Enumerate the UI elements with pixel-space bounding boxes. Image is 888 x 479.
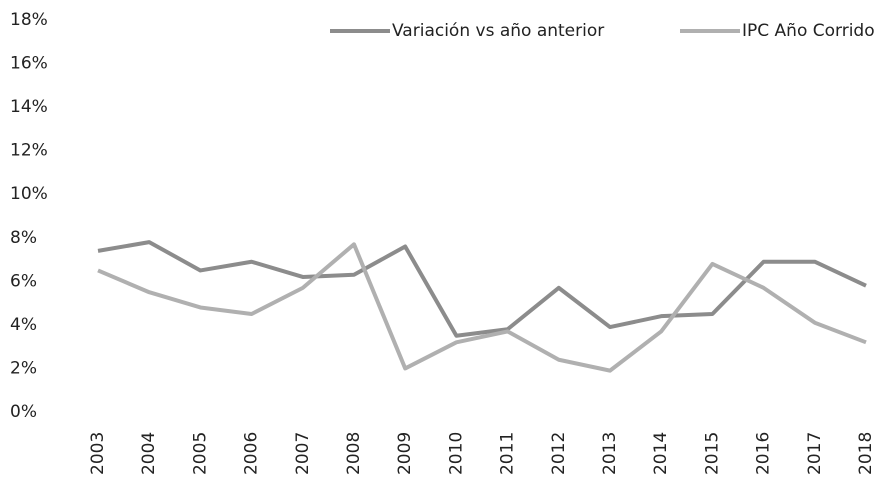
x-tick-label: 2011 <box>498 432 518 475</box>
y-tick-label: 14% <box>10 97 48 117</box>
y-tick-label: 2% <box>10 358 37 378</box>
x-tick-label: 2008 <box>344 432 364 475</box>
y-tick-label: 4% <box>10 315 37 335</box>
series-line <box>97 240 867 338</box>
x-tick-label: 2006 <box>242 432 262 475</box>
y-tick-label: 6% <box>10 271 37 291</box>
series-line <box>97 242 867 373</box>
y-tick-label: 8% <box>10 228 37 248</box>
legend-label: IPC Año Corrido <box>742 21 875 41</box>
x-tick-label: 2012 <box>549 432 569 475</box>
x-tick-label: 2015 <box>702 432 722 475</box>
y-tick-label: 10% <box>10 184 48 204</box>
x-tick-label: 2003 <box>88 432 108 475</box>
y-tick-label: 18% <box>10 10 48 30</box>
x-tick-label: 2014 <box>651 432 671 475</box>
y-tick-label: 16% <box>10 54 48 74</box>
x-tick-label: 2004 <box>139 432 159 475</box>
x-tick-label: 2017 <box>805 432 825 475</box>
x-tick-label: 2016 <box>754 432 774 475</box>
legend-label: Variación vs año anterior <box>392 21 604 41</box>
y-tick-label: 12% <box>10 141 48 161</box>
x-tick-label: 2010 <box>446 432 466 475</box>
x-tick-label: 2013 <box>600 432 620 475</box>
x-tick-label: 2009 <box>395 432 415 475</box>
y-tick-label: 0% <box>10 402 37 422</box>
x-tick-label: 2005 <box>190 432 210 475</box>
x-tick-label: 2007 <box>293 432 313 475</box>
x-tick-label: 2018 <box>856 432 876 475</box>
